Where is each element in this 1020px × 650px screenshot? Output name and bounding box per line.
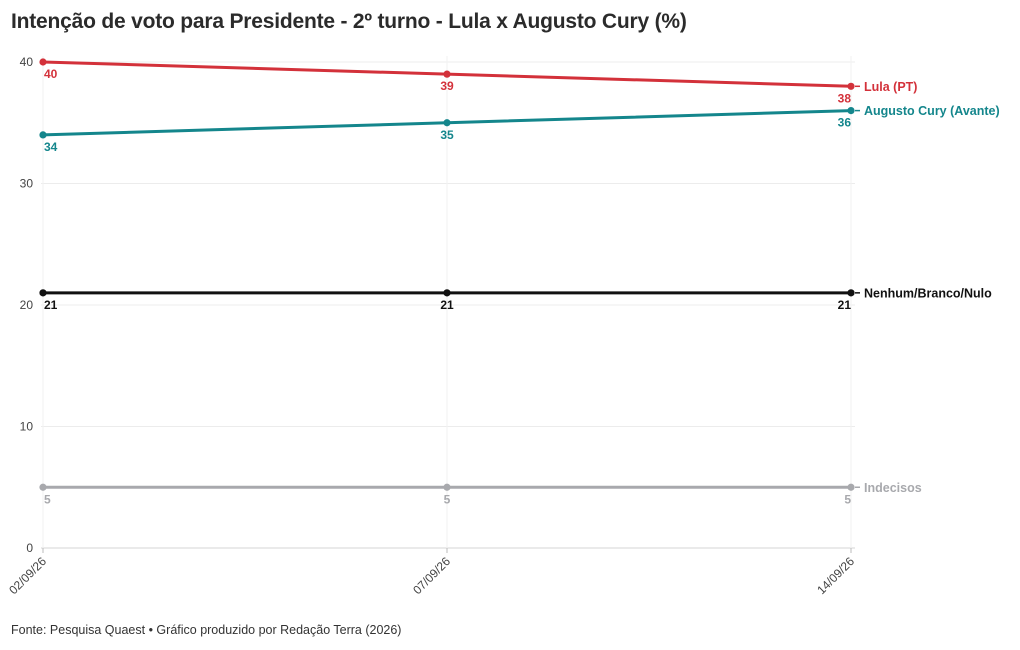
data-point (847, 107, 855, 115)
y-tick-label: 20 (20, 298, 34, 312)
data-point (39, 131, 47, 139)
data-label: 21 (440, 298, 454, 312)
source-note: Fonte: Pesquisa Quaest • Gráfico produzi… (11, 623, 402, 637)
data-point (39, 58, 47, 66)
data-label: 5 (44, 492, 51, 506)
data-point (443, 289, 451, 297)
series: 21 21 21 Nenhum/Branco/Nulo (39, 286, 992, 312)
data-point (443, 70, 451, 78)
x-tick-label: 14/09/26 (814, 554, 857, 597)
data-label: 36 (838, 116, 852, 130)
series-label: Augusto Cury (Avante) (864, 104, 1000, 118)
data-point (39, 483, 47, 491)
series-group: 40 39 38 Lula (PT) 34 35 36 Augusto Cury (Avant… (39, 58, 1000, 506)
series-label: Nenhum/Branco/Nulo (864, 286, 992, 300)
series-label: Indecisos (864, 481, 922, 495)
series: 40 39 38 Lula (PT) (39, 58, 917, 105)
data-label: 40 (44, 67, 58, 81)
data-point (847, 289, 855, 297)
data-point (847, 483, 855, 491)
y-axis-ticks: 0 10 20 30 40 (20, 55, 34, 555)
data-label: 5 (444, 492, 451, 506)
data-label: 38 (838, 91, 852, 105)
data-label: 21 (44, 298, 58, 312)
x-tick-label: 02/09/26 (6, 554, 49, 597)
x-tick-label: 07/09/26 (410, 554, 453, 597)
series: 34 35 36 Augusto Cury (Avante) (39, 104, 1000, 154)
y-tick-label: 10 (20, 420, 34, 434)
data-label: 35 (440, 128, 454, 142)
data-point (443, 483, 451, 491)
data-label: 39 (440, 79, 454, 93)
x-axis-ticks: 02/09/26 07/09/26 14/09/26 (6, 548, 857, 597)
gridlines (41, 56, 855, 552)
y-tick-label: 30 (20, 177, 34, 191)
y-tick-label: 0 (26, 541, 33, 555)
y-tick-label: 40 (20, 55, 34, 69)
data-label: 34 (44, 140, 58, 154)
series-label: Lula (PT) (864, 80, 917, 94)
series: 5 5 5 Indecisos (39, 481, 922, 506)
chart-title: Intenção de voto para Presidente - 2º tu… (11, 10, 687, 33)
data-label: 21 (838, 298, 852, 312)
data-point (443, 119, 451, 127)
data-point (847, 82, 855, 90)
data-label: 5 (844, 492, 851, 506)
data-point (39, 289, 47, 297)
